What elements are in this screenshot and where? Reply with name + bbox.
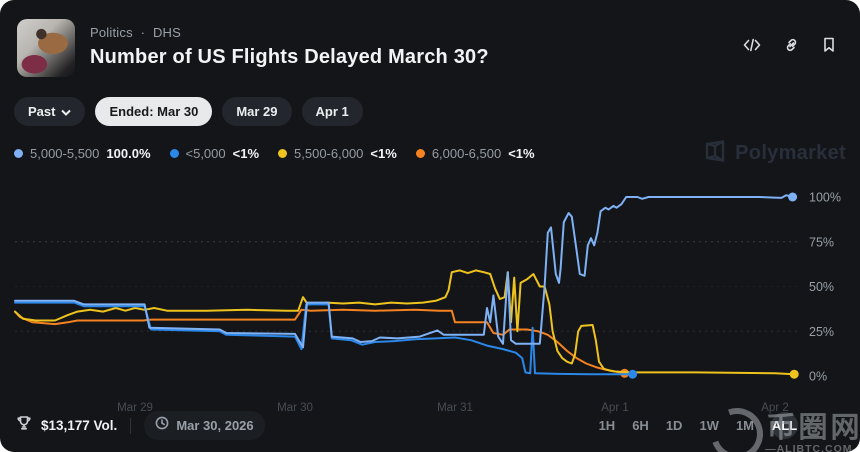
end-date-value: Mar 30, 2026 [176,418,254,433]
bookmark-icon[interactable] [822,37,836,58]
pill-apr-1[interactable]: Apr 1 [301,97,363,126]
outcome-legend: 5,000-5,500 100.0% <5,000 <1% 5,500-6,00… [14,146,535,161]
legend-dot [14,149,23,158]
legend-label: 6,000-6,500 [431,146,502,161]
svg-text:Apr 1: Apr 1 [601,402,629,414]
svg-text:25%: 25% [809,325,834,339]
range-1h[interactable]: 1H [598,418,616,433]
legend-dot [415,149,425,158]
legend-value: <1% [370,146,397,161]
range-1d[interactable]: 1D [665,418,683,433]
divider [130,417,132,434]
pill-ended-mar-30[interactable]: Ended: Mar 30 [95,97,213,126]
trophy-icon [16,415,32,436]
svg-text:Mar 29: Mar 29 [117,402,153,414]
svg-text:Mar 31: Mar 31 [437,402,473,414]
range-1w[interactable]: 1W [699,418,719,433]
legend-dot [169,149,179,158]
breadcrumb-subcategory[interactable]: DHS [152,25,181,40]
chevron-down-icon [61,104,72,119]
svg-text:75%: 75% [809,235,834,249]
page-title: Number of US Flights Delayed March 30? [90,46,489,68]
range-all[interactable]: ALL [771,412,798,439]
clock-icon [155,416,169,435]
legend-label: 5,000-5,500 [30,146,100,161]
range-1m[interactable]: 1M [735,418,754,433]
market-stats: $13,177 Vol. Mar 30, 2026 [16,411,265,440]
legend-dot [278,149,288,158]
past-dropdown[interactable]: Past [14,97,86,126]
legend-item[interactable]: 6,000-6,500 <1% [415,146,535,161]
legend-item[interactable]: <5,000 <1% [169,146,260,161]
past-dropdown-label: Past [28,104,56,119]
embed-icon[interactable] [743,37,761,58]
polymarket-watermark: Polymarket [703,139,846,168]
pill-mar-29[interactable]: Mar 29 [222,97,292,126]
breadcrumb-separator: · [140,25,146,40]
legend-item[interactable]: 5,000-5,500 100.0% [14,146,151,161]
polymarket-logo-icon [703,139,727,168]
legend-label: <5,000 [185,146,226,161]
polymarket-logo-text: Polymarket [735,142,846,164]
legend-label: 5,500-6,000 [294,146,364,161]
range-6h[interactable]: 6H [632,418,649,433]
end-date-badge: Mar 30, 2026 [144,411,265,440]
svg-text:Apr 2: Apr 2 [761,402,789,414]
breadcrumb: Politics · DHS [90,25,489,40]
link-icon[interactable] [783,37,800,58]
svg-text:0%: 0% [809,370,827,384]
timeframe-pills: Past Ended: Mar 30 Mar 29 Apr 1 [14,97,363,126]
legend-value: 100.0% [106,146,151,161]
legend-value: <1% [508,146,535,161]
svg-text:100%: 100% [809,191,841,205]
svg-text:Mar 30: Mar 30 [277,402,313,414]
legend-item[interactable]: 5,500-6,000 <1% [278,146,397,161]
time-range-selector: 1H 6H 1D 1W 1M ALL [599,412,798,439]
breadcrumb-category[interactable]: Politics [90,25,133,40]
market-avatar [17,19,75,77]
svg-text:50%: 50% [809,280,834,294]
legend-value: <1% [232,146,260,161]
volume-value: $13,177 Vol. [41,418,118,433]
